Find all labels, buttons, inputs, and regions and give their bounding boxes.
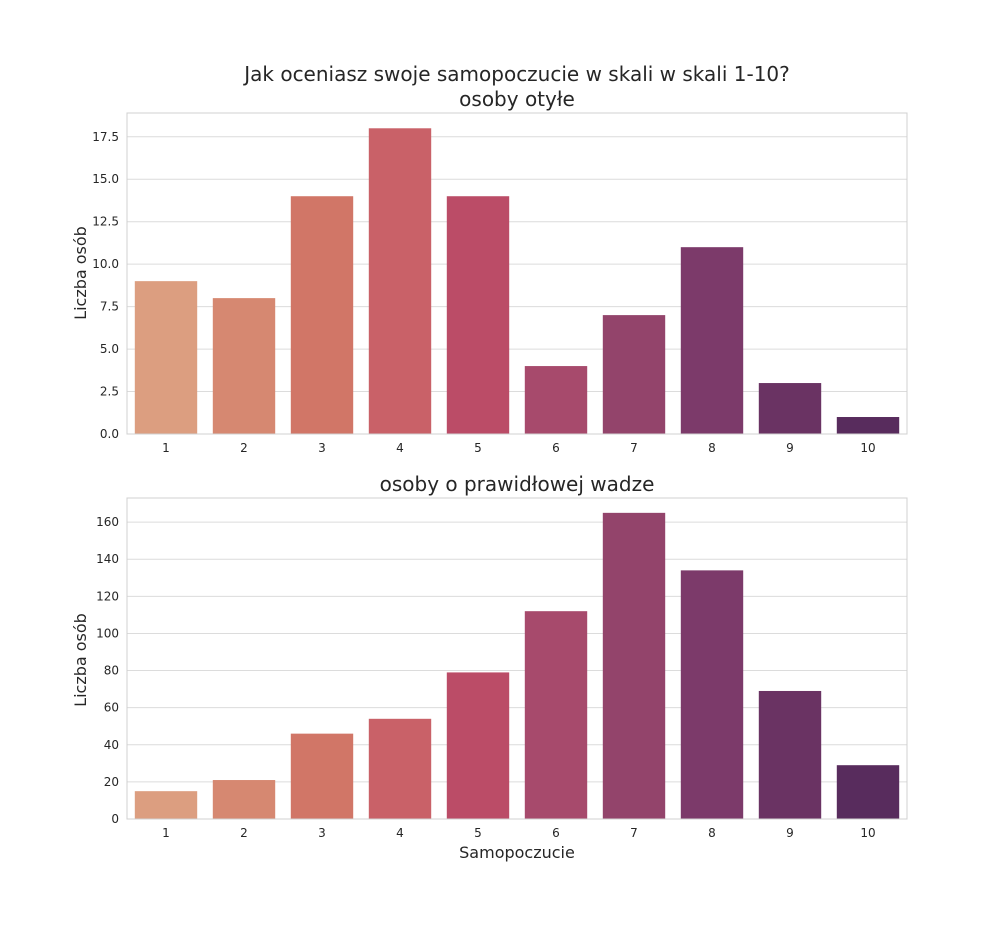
bottom-ytick-label: 140 [96,552,119,566]
bottom-bar-1 [134,791,198,819]
bottom-bar-8 [680,570,744,819]
top-bar-3 [290,196,354,434]
bottom-ytick-label: 80 [104,664,119,678]
top-bar-10 [836,417,900,434]
top-bar-2 [212,298,276,434]
top-xtick-label: 7 [630,441,638,455]
top-bar-9 [758,383,822,434]
bottom-ytick-label: 0 [111,812,119,826]
top-ytick-label: 12.5 [92,215,119,229]
top-bar-4 [368,128,432,435]
bottom-y-axis-label: Liczba osób [71,613,90,707]
bottom-bar-3 [290,733,354,819]
top-y-axis-label: Liczba osób [71,226,90,320]
top-ytick-label: 0.0 [100,427,119,441]
top-bar-8 [680,247,744,434]
top-chart-subtitle: osoby otyłe [459,87,575,111]
top-xtick-label: 2 [240,441,248,455]
bottom-ytick-label: 100 [96,626,119,640]
bottom-xtick-label: 7 [630,826,638,840]
top-xtick-label: 4 [396,441,404,455]
bottom-xtick-label: 9 [786,826,794,840]
top-bar-1 [134,281,198,434]
top-xtick-label: 6 [552,441,560,455]
bottom-ytick-label: 60 [104,701,119,715]
bottom-xtick-label: 6 [552,826,560,840]
bottom-xtick-label: 2 [240,826,248,840]
top-xtick-label: 8 [708,441,716,455]
bottom-xtick-label: 8 [708,826,716,840]
top-xtick-label: 3 [318,441,326,455]
bottom-xtick-label: 3 [318,826,326,840]
bottom-bar-10 [836,765,900,819]
top-xtick-label: 5 [474,441,482,455]
bottom-bar-7 [602,512,666,819]
bottom-ytick-label: 160 [96,515,119,529]
bottom-chart-title: osoby o prawidłowej wadze [379,472,655,496]
top-bar-6 [524,366,588,434]
top-xtick-label: 10 [860,441,875,455]
bottom-plot-frame [126,497,908,820]
bottom-bar-2 [212,780,276,819]
chart-title: Jak oceniasz swoje samopoczucie w skali … [244,62,790,86]
bottom-x-axis-label: Samopoczucie [459,843,575,862]
top-ytick-label: 15.0 [92,172,119,186]
bottom-xtick-label: 1 [162,826,170,840]
bottom-ytick-label: 20 [104,775,119,789]
top-ytick-label: 5.0 [100,342,119,356]
bottom-xtick-label: 4 [396,826,404,840]
top-ytick-label: 10.0 [92,257,119,271]
bottom-ytick-label: 120 [96,589,119,603]
bottom-xtick-label: 5 [474,826,482,840]
top-bar-7 [602,315,666,434]
bottom-bar-9 [758,690,822,819]
top-bar-5 [446,196,510,434]
top-xtick-label: 1 [162,441,170,455]
top-xtick-label: 9 [786,441,794,455]
top-ytick-label: 7.5 [100,300,119,314]
bottom-xtick-label: 10 [860,826,875,840]
top-ytick-label: 2.5 [100,385,119,399]
bottom-bar-6 [524,611,588,819]
top-plot-frame [126,112,908,435]
bottom-ytick-label: 40 [104,738,119,752]
bottom-bar-4 [368,718,432,819]
bottom-bar-5 [446,672,510,819]
top-ytick-label: 17.5 [92,130,119,144]
